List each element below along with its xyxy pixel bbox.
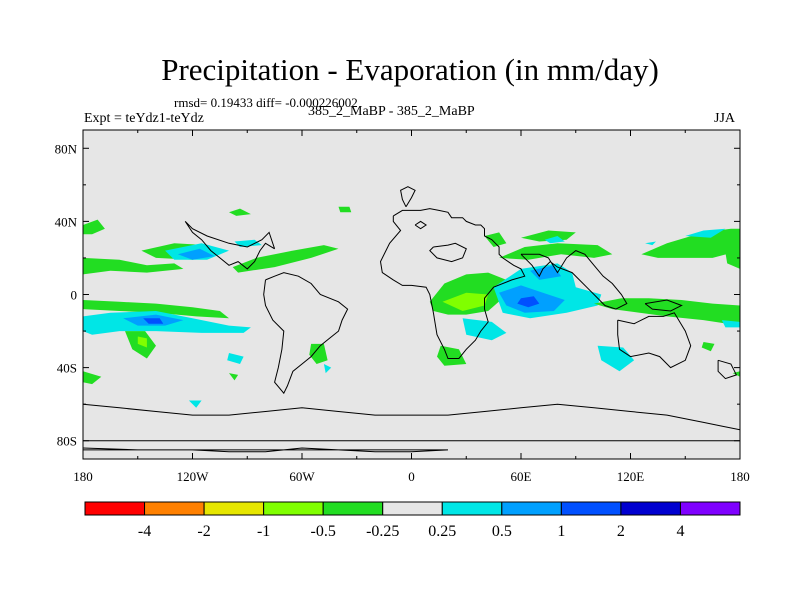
colorbar-box [501,501,562,516]
y-tick-label: 80N [55,141,78,156]
green-blob [725,247,740,269]
cyan-blob [188,400,202,408]
colorbar-label: -4 [138,523,151,540]
case-label: 385_2_MaBP - 385_2_MaBP [308,104,475,119]
colorbar-box [560,501,622,516]
colorbar-label: 4 [676,523,684,540]
colorbar-box [620,501,681,516]
colorbar-box [84,501,146,516]
colorbar-label: 0.25 [428,523,456,540]
green-blob [338,206,352,213]
y-tick-label: 80S [57,434,77,449]
colorbar-box [679,501,741,516]
lightgreen-blob [137,336,147,348]
colorbar-box [322,501,384,516]
cyan-blob [462,318,507,341]
coastline [520,250,628,310]
green-blob [83,257,184,275]
cyan-blob [227,353,244,364]
colorbar-label: 0.5 [492,523,512,540]
plot-background [83,130,740,459]
cyan-blob [721,320,740,328]
colorbar-label: -1 [257,523,270,540]
darkblue-blob [143,318,164,324]
lightgreen-blob [442,292,489,311]
colorbar-box [203,501,265,516]
coastline [83,403,740,442]
x-tick-label: 180 [73,469,93,484]
cyan-blob [234,239,262,247]
stats-text: rmsd= 0.19433 diff= -0.000226002 [174,95,358,110]
coastline [83,447,449,453]
colorbar-box [441,501,503,516]
y-tick-label: 40S [57,361,77,376]
colorbar-box [263,501,324,516]
coastline [263,272,349,395]
x-tick-label: 120W [177,469,210,484]
green-blob [437,345,467,366]
green-blob [484,232,507,247]
coastline [717,359,738,380]
cyan-blob [645,241,656,246]
colorbar-label: -0.25 [366,523,399,540]
experiment-label: Expt = teYdz1-teYdz [84,111,204,126]
green-blob [229,373,239,381]
x-tick-label: 60W [289,469,315,484]
x-tick-label: 120E [617,469,645,484]
coastline [379,208,526,359]
coastline [617,312,692,369]
green-blob [83,300,229,319]
colorbar-label: 1 [557,523,565,540]
green-blob [641,228,740,258]
blue-blob [177,248,215,260]
chart-title: Precipitation - Evaporation (in mm/day) [161,52,659,87]
y-tick-label: 40N [55,214,78,229]
colorbar-label: -2 [197,523,210,540]
darkblue-blob [517,296,540,308]
green-blob [83,219,105,235]
green-blob [83,371,102,385]
colorbar-label: -0.5 [311,523,336,540]
green-blob [701,342,715,352]
coastline [644,299,683,312]
x-tick-label: 180 [730,469,750,484]
green-blob [232,245,339,273]
green-blob [499,243,613,260]
coastline [400,186,416,208]
coastline [184,221,276,270]
colorbar-box [144,501,205,516]
green-blob [309,343,328,364]
cyan-blob [597,345,635,372]
cyan-blob [544,236,565,244]
season-label: JJA [714,111,736,126]
blue-blob [530,265,562,280]
green-blob [229,208,251,216]
cyan-blob [685,228,726,238]
cyan-blob [323,364,332,374]
colorbar-box [382,501,443,516]
colorbar-label: 2 [617,523,625,540]
x-tick-label: 60E [511,469,532,484]
coastline [429,242,467,263]
x-tick-label: 0 [408,469,415,484]
coastline [414,220,428,230]
green-blob [521,230,576,242]
green-blob [594,298,740,326]
y-tick-label: 0 [71,288,78,303]
